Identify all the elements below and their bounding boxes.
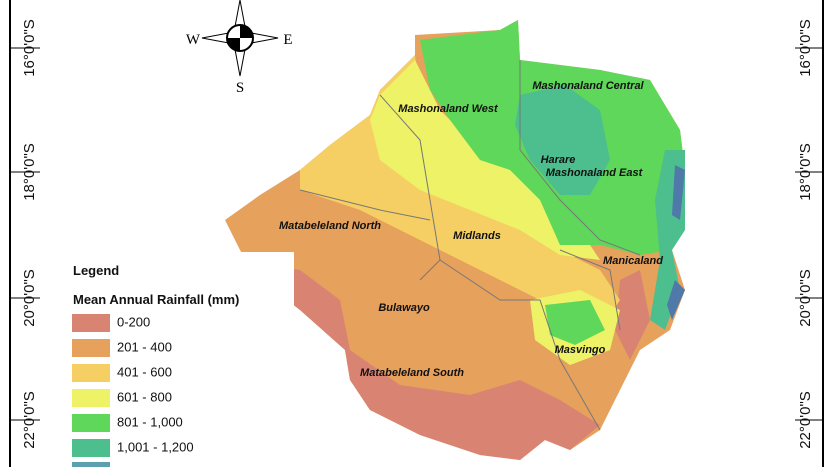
legend-label: 0-200 (117, 314, 150, 329)
region-label: Masvingo (555, 344, 606, 356)
latitude-label: 16°0'0"S (21, 19, 38, 77)
compass-label: S (236, 80, 244, 96)
legend-box (62, 252, 294, 467)
legend-swatch (72, 439, 110, 457)
region-labels: Mashonaland West Mashonaland Central Harar… (279, 80, 663, 379)
region-label: Matabeleland North (279, 220, 381, 232)
latitude-label: 22°0'0"S (797, 391, 814, 449)
region-label: Mashonaland Central (532, 80, 644, 92)
region-label: Mashonaland West (398, 103, 499, 115)
legend-swatch (72, 414, 110, 432)
compass-label: E (283, 32, 292, 48)
region-label: Matabeleland South (360, 367, 464, 379)
legend: Legend Mean Annual Rainfall (mm) 0-200 20… (62, 252, 294, 467)
region-label: Mashonaland East (546, 167, 644, 179)
latitude-label: 18°0'0"S (21, 143, 38, 201)
latitude-label: 18°0'0"S (797, 143, 814, 201)
compass: W E S (186, 0, 293, 96)
compass-label: W (186, 32, 201, 48)
ticks (10, 47, 823, 421)
region-label: Midlands (453, 230, 501, 242)
latitude-label: 16°0'0"S (797, 19, 814, 77)
rainfall-map (225, 20, 685, 460)
legend-label: 601 - 800 (117, 389, 172, 404)
latitude-label: 20°0'0"S (21, 269, 38, 327)
region-label: Harare (541, 154, 576, 166)
legend-swatch (72, 339, 110, 357)
legend-title: Legend (73, 263, 119, 278)
latitude-label: 20°0'0"S (797, 269, 814, 327)
legend-label: 401 - 600 (117, 364, 172, 379)
latitude-labels: 16°0'0"S 18°0'0"S 20°0'0"S 22°0'0"S 16°0'0"S… (21, 19, 814, 449)
region-label: Manicaland (603, 255, 663, 267)
legend-subtitle: Mean Annual Rainfall (mm) (73, 292, 239, 307)
legend-label: 801 - 1,000 (117, 414, 183, 429)
legend-swatch (72, 364, 110, 382)
legend-items: 0-200 201 - 400 401 - 600 601 - 800 801 - 1,… (72, 314, 194, 457)
legend-swatch (72, 314, 110, 332)
latitude-label: 22°0'0"S (21, 391, 38, 449)
legend-label: 201 - 400 (117, 339, 172, 354)
legend-swatch (72, 389, 110, 407)
region-label: Bulawayo (378, 302, 430, 314)
legend-label: 1,001 - 1,200 (117, 439, 194, 454)
legend-swatch (72, 462, 110, 467)
